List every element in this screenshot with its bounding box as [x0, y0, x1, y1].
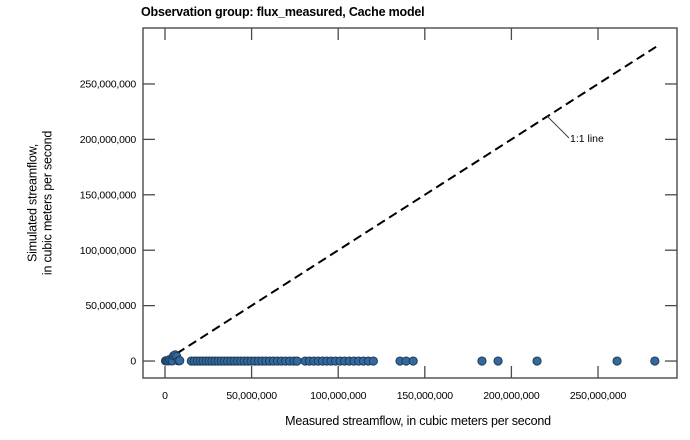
y-tick-label: 100,000,000: [80, 245, 137, 257]
x-tick-label: 100,000,000: [310, 390, 367, 402]
x-tick-label: 200,000,000: [483, 390, 540, 402]
x-tick-label: 150,000,000: [397, 390, 454, 402]
x-tick-label: 0: [162, 390, 168, 402]
data-point: [175, 355, 185, 366]
y-tick-label: 50,000,000: [85, 300, 136, 312]
x-tick-label: 250,000,000: [570, 390, 627, 402]
data-point: [612, 356, 622, 366]
data-point: [292, 356, 302, 366]
one-to-one-line-label: 1:1 line: [570, 133, 604, 145]
data-point: [408, 356, 418, 366]
one-to-one-line: [164, 45, 658, 362]
data-point: [368, 356, 378, 366]
y-tick-label: 250,000,000: [80, 79, 137, 91]
plot-border: [142, 27, 678, 379]
y-tick-label: 150,000,000: [80, 189, 137, 201]
x-tick-label: 50,000,000: [226, 390, 277, 402]
y-tick-label: 0: [130, 356, 136, 368]
data-point: [493, 356, 503, 366]
y-axis-title-line1: Simulated streamflow,: [25, 143, 40, 263]
annotation-leader-line: [546, 115, 570, 139]
y-tick-label: 200,000,000: [80, 134, 137, 146]
y-axis-title-line2: in cubic meters per second: [40, 130, 54, 276]
x-axis-title: Measured streamflow, in cubic meters per…: [285, 414, 551, 428]
data-point: [650, 356, 660, 366]
data-point: [532, 356, 542, 366]
data-point: [477, 356, 487, 366]
chart-title: Observation group: flux_measured, Cache …: [141, 5, 425, 19]
y-axis-title: Simulated streamflow, in cubic meters pe…: [26, 131, 55, 275]
